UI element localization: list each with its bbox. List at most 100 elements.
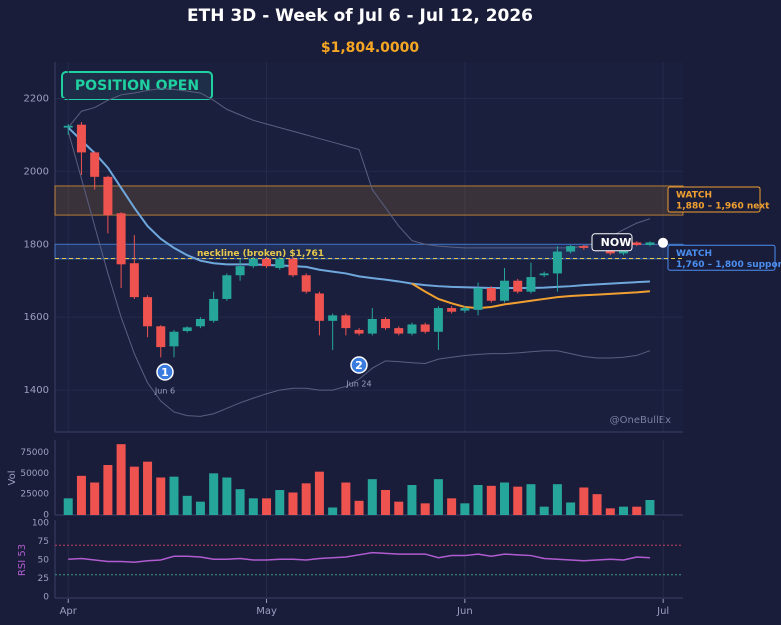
volume-bar — [500, 482, 510, 515]
candle-body — [632, 242, 642, 245]
candle-body — [262, 258, 272, 267]
volume-bar — [354, 500, 364, 515]
candle-body — [222, 275, 232, 299]
indicator-line — [67, 88, 651, 249]
marker — [156, 363, 174, 381]
candle-body — [235, 266, 245, 276]
y-tick-label: 1400 — [24, 385, 49, 396]
volume-bar — [367, 479, 377, 515]
volume-bar — [275, 490, 285, 515]
volume-bar — [433, 479, 443, 515]
volume-bar — [645, 500, 655, 515]
volume-bar — [129, 466, 139, 515]
volume-tick-label: 75000 — [20, 448, 49, 458]
candle-body — [539, 273, 549, 276]
candle-body — [63, 125, 73, 128]
candle-body — [367, 318, 377, 334]
candle-body — [486, 288, 496, 301]
volume-bar — [473, 485, 483, 515]
candle-body — [381, 318, 391, 329]
x-tick-label: Jun — [456, 606, 473, 617]
y-tick-label: 1800 — [24, 239, 49, 250]
last-price-dot — [658, 237, 668, 248]
candle-body — [328, 315, 338, 321]
candle-body — [143, 297, 153, 327]
volume-bar — [314, 471, 324, 515]
candle-body — [103, 176, 113, 216]
marker-number: 2 — [355, 359, 363, 372]
volume-bar — [328, 507, 338, 515]
candle-body — [447, 308, 457, 312]
candle-body — [182, 327, 192, 332]
indicator-line — [411, 282, 651, 310]
volume-bar — [195, 501, 205, 515]
volume-bar — [182, 495, 192, 515]
volume-bar — [394, 501, 404, 515]
rsi-tick-label: 50 — [38, 556, 50, 566]
candle-body — [407, 324, 417, 334]
candle-body — [354, 329, 364, 334]
rsi-tick-label: 75 — [38, 537, 49, 547]
volume-bar — [90, 482, 100, 515]
watermark: @OneBullEx — [610, 415, 671, 426]
zone — [54, 243, 684, 260]
volume-bar — [605, 508, 615, 515]
volume-bar — [526, 484, 536, 515]
candle-body — [275, 258, 285, 268]
volume-bar — [447, 498, 457, 515]
volume-bar — [486, 485, 496, 515]
candle-body — [314, 293, 324, 321]
volume-bar — [619, 506, 629, 515]
candle-body — [420, 324, 430, 332]
marker — [350, 356, 368, 374]
volume-bar — [632, 506, 642, 515]
indicator-line — [67, 126, 651, 290]
rsi-line — [68, 551, 650, 563]
volume-bar — [579, 487, 589, 515]
zone-label: 1,760 – 1,800 support — [676, 260, 781, 270]
badge-box — [61, 71, 213, 100]
candle-body — [76, 124, 86, 153]
price-subtitle: $1,804.0000 — [321, 40, 420, 56]
candle-body — [394, 328, 404, 334]
candle-body — [526, 277, 536, 292]
candle-body — [433, 308, 443, 332]
candle-body — [460, 308, 470, 311]
candle-body — [301, 275, 311, 292]
volume-bar — [539, 506, 549, 515]
candle-body — [500, 280, 510, 301]
y-tick-label: 2200 — [24, 93, 49, 104]
candle-body — [90, 152, 100, 177]
volume-bar — [407, 485, 417, 515]
marker-number: 1 — [161, 366, 169, 379]
candle-body — [605, 249, 615, 254]
candle-body — [473, 288, 483, 310]
volume-bar — [460, 503, 470, 515]
volume-tick-label: 50000 — [20, 469, 49, 479]
volume-bar — [552, 484, 562, 515]
volume-bar — [63, 498, 73, 515]
position-badge: POSITION OPEN — [75, 78, 199, 94]
rsi-tick-label: 0 — [43, 593, 49, 603]
volume-tick-label: 0 — [43, 511, 49, 521]
candle-body — [209, 298, 219, 321]
marker-label: Jun 24 — [345, 380, 371, 389]
volume-bar — [420, 503, 430, 515]
now-label: NOW — [601, 236, 632, 249]
chart-title: ETH 3D - Week of Jul 6 - Jul 12, 2026 — [187, 6, 533, 26]
x-tick-label: Apr — [60, 606, 78, 617]
volume-bar — [103, 465, 113, 515]
rsi-axis-label: RSI 53 — [17, 544, 28, 576]
zone-label: 1,880 – 1,960 next — [676, 201, 770, 211]
rsi-tick-label: 100 — [32, 519, 49, 529]
volume-bar — [169, 476, 179, 515]
volume-bar — [235, 489, 245, 515]
candle-body — [619, 250, 629, 254]
volume-bar — [209, 473, 219, 515]
candle-body — [195, 318, 205, 327]
y-tick-label: 2000 — [24, 166, 49, 177]
zone-title: WATCH — [676, 249, 712, 259]
volume-bar — [143, 461, 153, 515]
candle-body — [579, 246, 589, 248]
zone-title: WATCH — [676, 190, 712, 200]
